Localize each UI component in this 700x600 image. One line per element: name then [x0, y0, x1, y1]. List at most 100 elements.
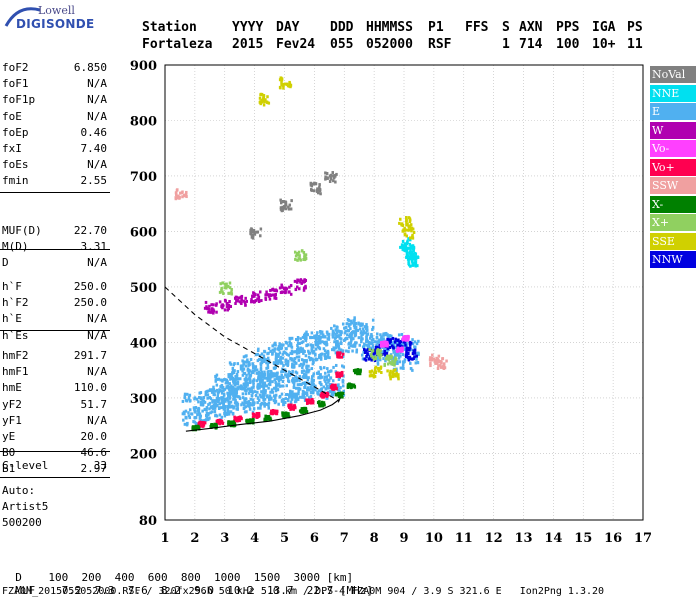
- echo-point-e: [225, 398, 228, 402]
- echo-point-e: [209, 397, 213, 401]
- echo-point-e: [290, 372, 293, 376]
- echo-point-nnw: [413, 355, 416, 359]
- echo-point-e: [334, 332, 337, 336]
- echo-point-e: [369, 341, 373, 345]
- table-cell: 10.2: [213, 584, 254, 597]
- echo-point-x: [355, 370, 359, 374]
- echo-point-nne: [400, 243, 404, 247]
- echo-point-e: [312, 349, 316, 353]
- echo-point-ssw: [184, 192, 188, 196]
- echo-point-x: [215, 424, 218, 428]
- echo-point-e: [222, 400, 225, 404]
- echo-point-nnw: [405, 346, 409, 350]
- echo-point-e: [248, 381, 252, 385]
- echo-point-x: [388, 356, 392, 360]
- echo-point-e: [220, 396, 223, 400]
- echo-point-e: [261, 372, 265, 376]
- echo-point-e: [246, 404, 250, 408]
- echo-point-vo: [338, 352, 342, 356]
- param-hme: hmE 110.0: [2, 381, 107, 394]
- echo-point-e: [234, 380, 237, 384]
- echo-point-x: [351, 384, 354, 388]
- echo-point-vo: [289, 406, 292, 410]
- echo-point-e: [224, 398, 228, 402]
- echo-point-e: [324, 356, 327, 360]
- echo-point-x: [393, 360, 397, 364]
- param-value: 6.850: [73, 61, 107, 74]
- echo-point-e: [366, 339, 369, 343]
- echo-point-e: [232, 371, 236, 375]
- echo-point-x: [352, 369, 356, 373]
- echo-point-e: [273, 347, 277, 351]
- echo-point-sse: [409, 236, 412, 240]
- header-label-4: HHMMSS: [366, 20, 413, 35]
- echo-point-vo: [287, 403, 290, 407]
- echo-point-nnw: [411, 357, 414, 361]
- echo-point-noval: [324, 177, 327, 181]
- echo-point-e: [365, 338, 369, 342]
- echo-point-e: [276, 383, 280, 387]
- echo-point-sse: [278, 85, 282, 89]
- echo-point-e: [289, 342, 293, 346]
- echo-point-w: [220, 305, 223, 309]
- echo-point-w: [227, 307, 231, 311]
- echo-point-e: [366, 332, 370, 336]
- echo-point-e: [342, 389, 345, 393]
- y-tick-label: 300: [130, 392, 157, 407]
- echo-point-x: [296, 258, 299, 262]
- echo-point-vo: [292, 407, 295, 411]
- echo-point-e: [396, 361, 399, 365]
- echo-point-x: [245, 419, 249, 423]
- echo-point-noval: [318, 187, 321, 191]
- echo-point-w: [274, 294, 277, 298]
- echo-point-e: [183, 422, 187, 426]
- echo-point-e: [302, 390, 305, 394]
- echo-point-e: [356, 328, 360, 332]
- echo-point-e: [310, 380, 314, 384]
- echo-point-e: [341, 380, 345, 384]
- echo-point-e: [205, 415, 209, 419]
- echo-point-e: [208, 401, 212, 405]
- echo-point-e: [233, 391, 237, 395]
- echo-point-e: [278, 376, 281, 380]
- echo-point-e: [221, 405, 225, 409]
- echo-point-e: [245, 354, 248, 358]
- echo-point-e: [227, 387, 231, 391]
- param-key: foEp: [2, 125, 29, 139]
- echo-point-e: [382, 337, 385, 341]
- echo-point-vo: [251, 412, 255, 416]
- echo-point-e: [241, 367, 244, 371]
- echo-point-e: [325, 382, 328, 386]
- echo-point-x: [346, 385, 350, 389]
- plot-frame: [164, 64, 644, 521]
- echo-point-e: [188, 408, 192, 412]
- echo-point-e: [210, 405, 214, 409]
- echo-point-e: [302, 349, 305, 353]
- echo-point-nne: [407, 237, 410, 241]
- echo-point-vo: [291, 407, 294, 411]
- echo-point-e: [338, 336, 341, 340]
- echo-point-sse: [401, 224, 405, 228]
- echo-point-w: [282, 290, 286, 294]
- echo-point-e: [301, 394, 305, 398]
- echo-point-e: [305, 333, 309, 337]
- echo-point-x: [245, 419, 248, 423]
- echo-point-e: [292, 365, 296, 369]
- echo-point-sse: [397, 375, 400, 379]
- echo-point-e: [291, 362, 294, 366]
- echo-point-nnw: [412, 349, 416, 353]
- echo-point-nnw: [409, 341, 413, 345]
- echo-point-e: [323, 335, 327, 339]
- echo-point-e: [208, 396, 212, 400]
- echo-point-nne: [403, 243, 407, 247]
- echo-point-e: [251, 364, 255, 368]
- echo-point-e: [371, 344, 375, 348]
- echo-point-x: [210, 425, 213, 429]
- echo-point-ssw: [442, 362, 446, 366]
- echo-point-e: [274, 385, 278, 389]
- echo-point-sse: [282, 82, 285, 86]
- echo-point-e: [384, 333, 387, 337]
- echo-point-noval: [250, 230, 254, 234]
- echo-point-e: [285, 375, 288, 379]
- echo-point-e: [243, 406, 246, 410]
